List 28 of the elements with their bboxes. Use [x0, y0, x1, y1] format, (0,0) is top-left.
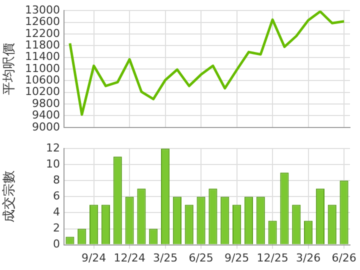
- y-tick-label: 9400: [32, 108, 60, 122]
- y-tick-label: 0: [53, 238, 60, 251]
- y-tick-label: 6: [53, 190, 60, 203]
- y-tick-label: 12600: [25, 15, 60, 28]
- y-tick-label: 9800: [32, 96, 60, 110]
- y-tick-label: 13000: [25, 3, 60, 16]
- y-tick-label: 12: [46, 141, 60, 154]
- y-tick-label: 11000: [25, 62, 60, 75]
- y-tick-label: 9000: [32, 120, 60, 134]
- y-tick-label: 11400: [25, 50, 60, 64]
- x-tick-label: 9/24: [81, 251, 106, 264]
- y-tick-label: 8: [53, 174, 60, 187]
- x-tick-label: 3/26: [296, 251, 321, 264]
- y-tick-label: 10200: [25, 85, 60, 98]
- y-tick-label: 10: [46, 157, 60, 170]
- x-tick-label: 9/25: [224, 251, 250, 264]
- y-tick-label: 10600: [25, 74, 60, 87]
- x-tick-label: 6/25: [188, 251, 214, 264]
- y-tick-label: 12200: [25, 26, 60, 40]
- y-tick-label: 11800: [25, 38, 60, 52]
- y-axis-title: 平均呎價: [2, 43, 18, 95]
- x-tick-label: 6/26: [332, 251, 356, 264]
- y-tick-label: 2: [53, 222, 60, 235]
- x-tick-label: 12/24: [114, 251, 146, 264]
- y-tick-label: 4: [53, 206, 60, 219]
- y-axis-title: 成交宗數: [1, 170, 18, 223]
- x-tick-label: 12/25: [256, 251, 288, 264]
- x-tick-label: 3/25: [152, 251, 178, 264]
